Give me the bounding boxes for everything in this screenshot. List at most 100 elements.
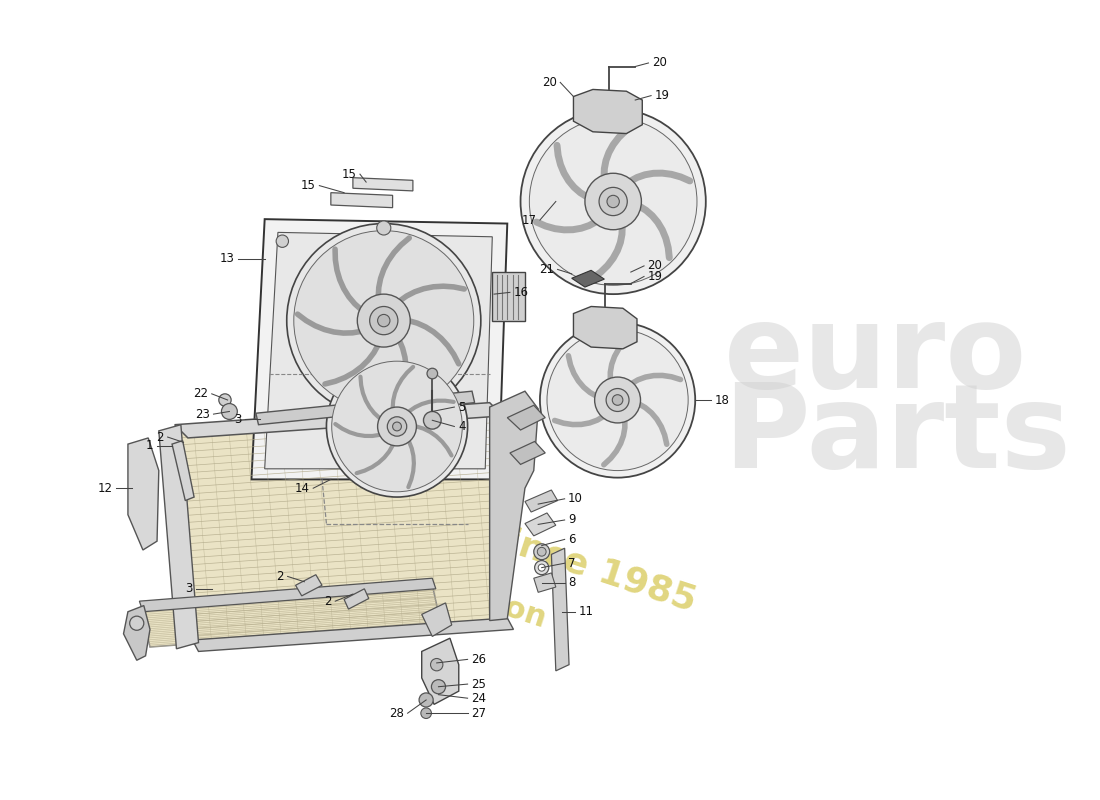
- Text: 15: 15: [301, 179, 316, 192]
- Text: 8: 8: [569, 576, 575, 589]
- Text: 23: 23: [195, 408, 210, 421]
- Circle shape: [585, 174, 641, 230]
- Polygon shape: [158, 425, 198, 649]
- Circle shape: [421, 708, 431, 718]
- Text: Parts: Parts: [724, 378, 1071, 493]
- Text: 20: 20: [648, 259, 662, 272]
- Circle shape: [294, 230, 474, 410]
- Polygon shape: [572, 270, 604, 287]
- Polygon shape: [172, 441, 194, 501]
- Polygon shape: [140, 578, 436, 612]
- Circle shape: [219, 394, 231, 406]
- Circle shape: [595, 377, 640, 423]
- Text: 9: 9: [569, 514, 575, 526]
- Text: 22: 22: [194, 387, 208, 400]
- Polygon shape: [256, 391, 475, 425]
- Text: 15: 15: [342, 168, 356, 181]
- Polygon shape: [123, 606, 150, 660]
- Text: 20: 20: [652, 57, 667, 70]
- Text: 20: 20: [542, 76, 557, 89]
- Circle shape: [358, 294, 410, 347]
- Circle shape: [276, 235, 288, 247]
- Polygon shape: [175, 402, 503, 438]
- Circle shape: [520, 109, 706, 294]
- Text: 19: 19: [654, 89, 670, 102]
- Polygon shape: [141, 586, 441, 647]
- Text: euro: euro: [724, 298, 1026, 414]
- Polygon shape: [421, 603, 452, 637]
- Polygon shape: [551, 548, 569, 671]
- Text: 10: 10: [569, 492, 583, 506]
- Circle shape: [424, 411, 441, 429]
- Text: 11: 11: [579, 606, 594, 618]
- Polygon shape: [573, 90, 642, 134]
- Circle shape: [393, 422, 402, 431]
- Circle shape: [377, 314, 390, 326]
- Polygon shape: [265, 232, 493, 469]
- Circle shape: [377, 407, 417, 446]
- Polygon shape: [296, 574, 322, 596]
- Polygon shape: [534, 573, 556, 592]
- Circle shape: [606, 389, 629, 411]
- Circle shape: [529, 118, 697, 286]
- Circle shape: [130, 616, 144, 630]
- Circle shape: [370, 306, 398, 334]
- Text: 2: 2: [276, 570, 284, 583]
- Circle shape: [540, 322, 695, 478]
- Text: 2: 2: [324, 594, 332, 608]
- Circle shape: [547, 330, 689, 470]
- Circle shape: [431, 680, 446, 694]
- Circle shape: [376, 221, 390, 235]
- Polygon shape: [252, 219, 507, 479]
- Text: 12: 12: [98, 482, 113, 494]
- Text: 13: 13: [220, 252, 234, 266]
- Circle shape: [613, 394, 623, 406]
- Text: 1: 1: [146, 439, 154, 452]
- Text: 5: 5: [458, 401, 465, 414]
- Polygon shape: [490, 391, 538, 621]
- Polygon shape: [128, 438, 158, 550]
- Text: since 1985: since 1985: [482, 518, 701, 618]
- Text: 26: 26: [471, 653, 486, 666]
- Polygon shape: [573, 306, 637, 349]
- Circle shape: [535, 561, 549, 574]
- Circle shape: [430, 658, 443, 671]
- Polygon shape: [525, 490, 558, 512]
- Text: 7: 7: [569, 557, 575, 570]
- Circle shape: [287, 223, 481, 418]
- Circle shape: [537, 547, 546, 556]
- Circle shape: [534, 544, 550, 560]
- Circle shape: [427, 368, 438, 379]
- Text: 25: 25: [471, 678, 486, 690]
- Polygon shape: [176, 409, 507, 642]
- Circle shape: [538, 564, 546, 571]
- Circle shape: [600, 187, 627, 216]
- Text: 6: 6: [569, 533, 575, 546]
- Circle shape: [327, 356, 468, 497]
- Circle shape: [332, 361, 462, 492]
- Polygon shape: [331, 193, 393, 208]
- Text: 14: 14: [295, 482, 310, 494]
- Text: 21: 21: [539, 263, 554, 276]
- Polygon shape: [421, 638, 459, 704]
- Polygon shape: [507, 406, 546, 430]
- Polygon shape: [344, 589, 369, 609]
- Circle shape: [419, 693, 433, 707]
- Polygon shape: [510, 442, 546, 465]
- Polygon shape: [493, 272, 525, 321]
- Text: 2: 2: [156, 430, 164, 443]
- Text: 28: 28: [389, 706, 404, 720]
- Text: 3: 3: [185, 582, 192, 595]
- Text: 18: 18: [715, 394, 729, 406]
- Circle shape: [387, 417, 407, 436]
- Text: 19: 19: [648, 270, 662, 283]
- Text: 24: 24: [471, 692, 486, 705]
- Circle shape: [221, 403, 238, 419]
- Text: a passion: a passion: [386, 555, 550, 633]
- Polygon shape: [525, 513, 556, 536]
- Text: 17: 17: [521, 214, 537, 226]
- Text: 3: 3: [234, 413, 242, 426]
- Text: 27: 27: [471, 706, 486, 720]
- Circle shape: [607, 195, 619, 208]
- Text: 16: 16: [514, 286, 528, 299]
